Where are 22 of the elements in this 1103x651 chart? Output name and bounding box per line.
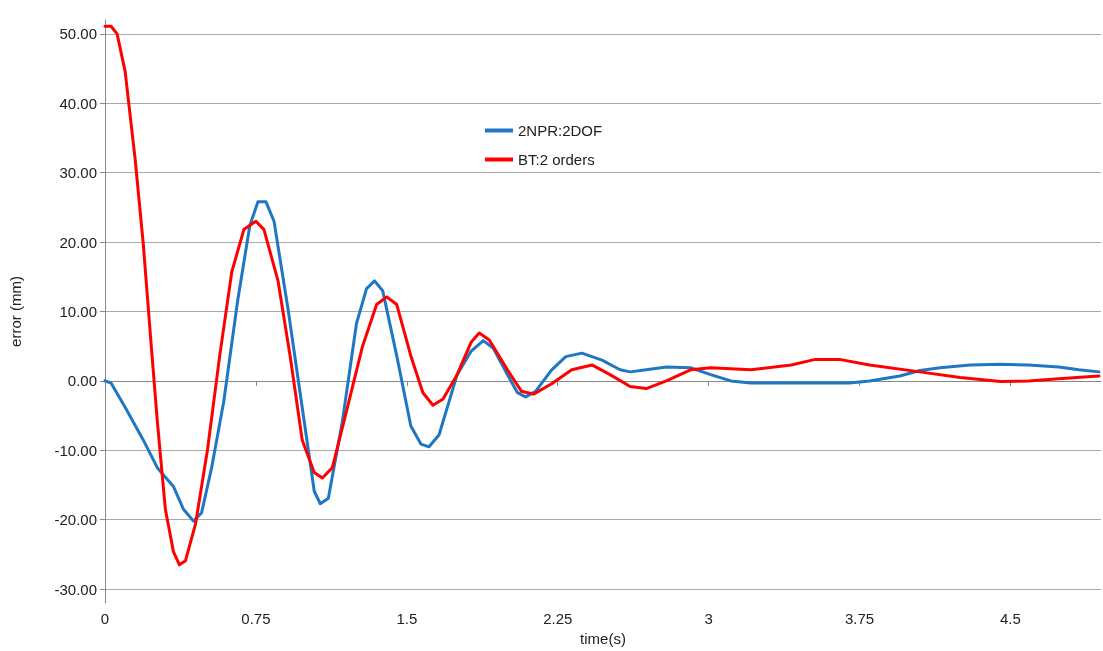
x-tick-label: 0 (100, 610, 110, 627)
line-series (103, 200, 1101, 523)
y-tick-label: -10.00 (54, 441, 97, 459)
y-tick-label: -20.00 (54, 511, 97, 529)
y-tick-label: 10.00 (59, 303, 97, 320)
x-tick-label: 4.5 (1000, 610, 1021, 627)
y-tick-label: 40.00 (59, 94, 97, 112)
y-tick-label: 0.00 (67, 372, 97, 390)
y-tick-label: 20.00 (59, 233, 97, 251)
x-tick-label: 0.75 (241, 610, 271, 627)
y-tick-label: -30.00 (54, 580, 97, 598)
x-axis-title: time(s) (580, 630, 626, 647)
y-tick-label: 50.00 (59, 25, 97, 43)
x-tick-label: 1.5 (396, 610, 418, 627)
legend-label: 2NPR:2DOF (518, 122, 603, 139)
y-axis-title: error (mm) (7, 276, 24, 347)
line-series (103, 24, 1101, 567)
x-tick-label: 3 (704, 610, 713, 627)
legend-label: BT:2 orders (518, 151, 595, 168)
x-tick-label: 3.75 (844, 610, 875, 627)
y-tick-label: 30.00 (59, 164, 97, 182)
x-tick-label: 2.25 (543, 610, 573, 627)
